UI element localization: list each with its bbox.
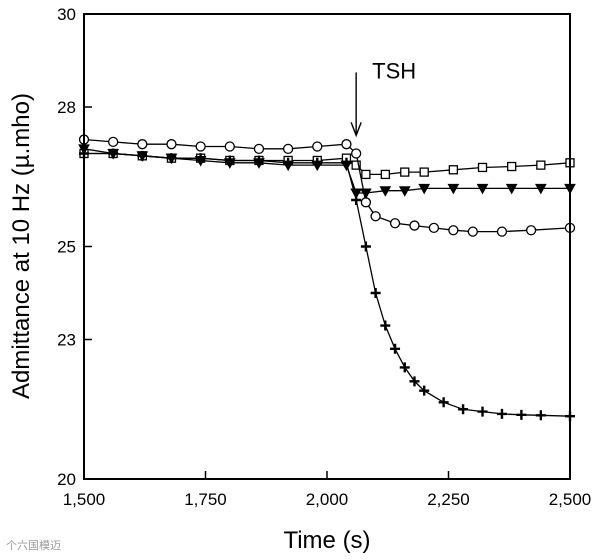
data-point	[380, 320, 391, 331]
series-open-circles	[78, 134, 576, 237]
annotation-arrow	[350, 72, 362, 138]
data-point	[253, 143, 265, 155]
data-point	[166, 153, 177, 164]
data-point	[447, 183, 460, 195]
data-point	[409, 376, 420, 387]
series-layer	[78, 134, 576, 422]
data-point	[534, 183, 547, 195]
data-point	[458, 404, 469, 415]
y-tick-label: 25	[57, 238, 76, 257]
data-point	[399, 362, 410, 373]
y-tick-label: 20	[57, 470, 76, 489]
data-point	[505, 183, 518, 195]
data-point	[419, 385, 430, 396]
data-point	[418, 183, 431, 195]
series-crosses	[79, 148, 575, 422]
data-point	[224, 141, 235, 152]
plot-frame	[83, 13, 571, 480]
data-point	[409, 220, 420, 231]
annotation-layer: TSH	[350, 58, 416, 138]
data-point	[282, 143, 294, 155]
data-point	[535, 410, 546, 421]
x-tick-label: 1,750	[184, 490, 227, 509]
annotation-label: TSH	[372, 58, 416, 83]
series-line	[83, 138, 571, 233]
data-point	[400, 167, 410, 177]
data-point	[195, 153, 206, 164]
series-squares	[79, 148, 575, 180]
x-axis-title: Time (s)	[283, 527, 370, 554]
data-point	[419, 167, 429, 177]
watermark-text: 个六国模迈	[6, 539, 61, 552]
data-point	[351, 195, 362, 205]
data-point	[341, 157, 352, 168]
series-filled-triangles	[78, 144, 576, 200]
data-point	[389, 218, 401, 229]
x-tick-label: 2,000	[306, 490, 349, 509]
data-point	[438, 397, 449, 408]
data-point	[496, 408, 507, 419]
data-point	[137, 139, 148, 150]
data-point	[341, 139, 352, 150]
y-axis-title: Admittance at 10 Hz (µ.mho)	[8, 93, 35, 399]
data-point	[351, 160, 361, 170]
y-tick-label: 30	[57, 5, 76, 24]
data-point	[137, 150, 148, 161]
data-point	[312, 141, 323, 152]
x-tick-label: 2,500	[549, 490, 592, 509]
data-point	[370, 288, 381, 298]
series-line	[84, 152, 571, 417]
data-point	[283, 157, 294, 168]
data-point	[428, 222, 440, 234]
data-point	[496, 226, 508, 237]
data-point	[448, 165, 459, 175]
data-point	[108, 148, 119, 159]
data-point	[361, 169, 371, 180]
data-point	[195, 141, 206, 152]
data-point	[476, 183, 489, 195]
data-point	[525, 225, 537, 236]
ticks-layer: 1,500 1,750 2,000 2,250 2,500 20 23 25 28 30	[57, 5, 591, 509]
y-tick-label: 28	[57, 98, 76, 117]
data-point	[253, 155, 264, 166]
data-point	[516, 409, 527, 420]
series-line	[83, 148, 570, 194]
data-point	[360, 188, 372, 200]
data-point	[467, 226, 478, 237]
x-tick-label: 1,500	[63, 490, 106, 509]
data-point	[477, 406, 488, 417]
data-point	[477, 162, 488, 173]
x-tick-label: 2,250	[427, 490, 470, 509]
data-point	[390, 343, 401, 354]
data-point	[360, 197, 372, 208]
data-point	[351, 148, 362, 159]
data-point	[507, 161, 517, 172]
data-point	[379, 186, 392, 197]
data-point	[360, 241, 371, 252]
data-point	[370, 211, 381, 222]
data-point	[380, 169, 390, 180]
data-point	[312, 157, 323, 168]
data-point	[166, 139, 177, 150]
y-tick-label: 23	[57, 331, 76, 350]
data-point	[536, 160, 546, 170]
data-point	[224, 155, 235, 166]
data-point	[108, 136, 119, 148]
data-point	[448, 225, 459, 236]
data-point	[398, 186, 411, 197]
